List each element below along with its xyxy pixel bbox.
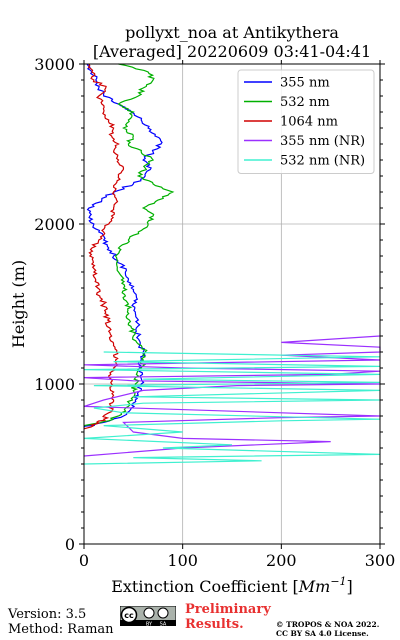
y-tick-label: 3000: [34, 55, 75, 74]
chart-title-line1: pollyxt_noa at Antikythera: [125, 23, 339, 42]
x-axis-label-main: Extinction Coefficient [: [111, 577, 299, 596]
method-text: Method: Raman: [8, 622, 114, 637]
series-layer: [83, 63, 381, 465]
x-axis-label-close: ]: [347, 577, 353, 596]
cc-label: cc: [124, 611, 134, 620]
copyright-text: © TROPOS & NOA 2022. CC BY SA 4.0 Licens…: [276, 620, 379, 638]
x-axis-label-unit: Mm: [298, 577, 331, 596]
cc-by-sa-icon: cc BY SA: [120, 606, 176, 626]
legend: 355 nm 532 nm 1064 nm 355 nm (NR) 532 nm (NR…: [237, 69, 375, 174]
x-axis-label-exp: −1: [330, 575, 346, 588]
series-line-2: [83, 63, 125, 430]
by-label: BY: [146, 622, 153, 627]
copyright-line2: CC BY SA 4.0 License.: [276, 629, 369, 638]
x-tick-label: 0: [79, 551, 89, 570]
legend-entry: 355 nm (NR): [280, 134, 365, 149]
legend-box: [237, 69, 375, 174]
series-line-3: [83, 335, 381, 457]
preliminary-results-text: Preliminary Results.: [185, 602, 271, 632]
copyright-line1: © TROPOS & NOA 2022.: [276, 620, 380, 629]
chart-title-line2: [Averaged] 20220609 03:41-04:41: [93, 42, 371, 61]
y-tick-label: 2000: [34, 215, 75, 234]
series-line-0: [83, 63, 163, 428]
legend-entry: 532 nm: [280, 95, 330, 110]
x-tick-label: 100: [167, 551, 198, 570]
legend-entry: 1064 nm: [280, 115, 338, 130]
preliminary-line1: Preliminary: [185, 602, 271, 617]
legend-entry: 355 nm: [280, 76, 330, 91]
series-line-4: [83, 351, 381, 465]
y-tick-label: 1000: [34, 375, 75, 394]
legend-entry: 532 nm (NR): [280, 154, 365, 169]
preliminary-line2: Results.: [185, 617, 244, 632]
x-tick-label: 200: [266, 551, 297, 570]
x-tick-label: 300: [365, 551, 396, 570]
y-axis-label: Height (m): [9, 260, 28, 348]
sa-label: SA: [160, 622, 167, 627]
x-axis-label: Extinction Coefficient [Mm−1]: [111, 575, 353, 596]
version-text: Version: 3.5: [8, 607, 87, 622]
y-tick-label: 0: [65, 535, 75, 554]
